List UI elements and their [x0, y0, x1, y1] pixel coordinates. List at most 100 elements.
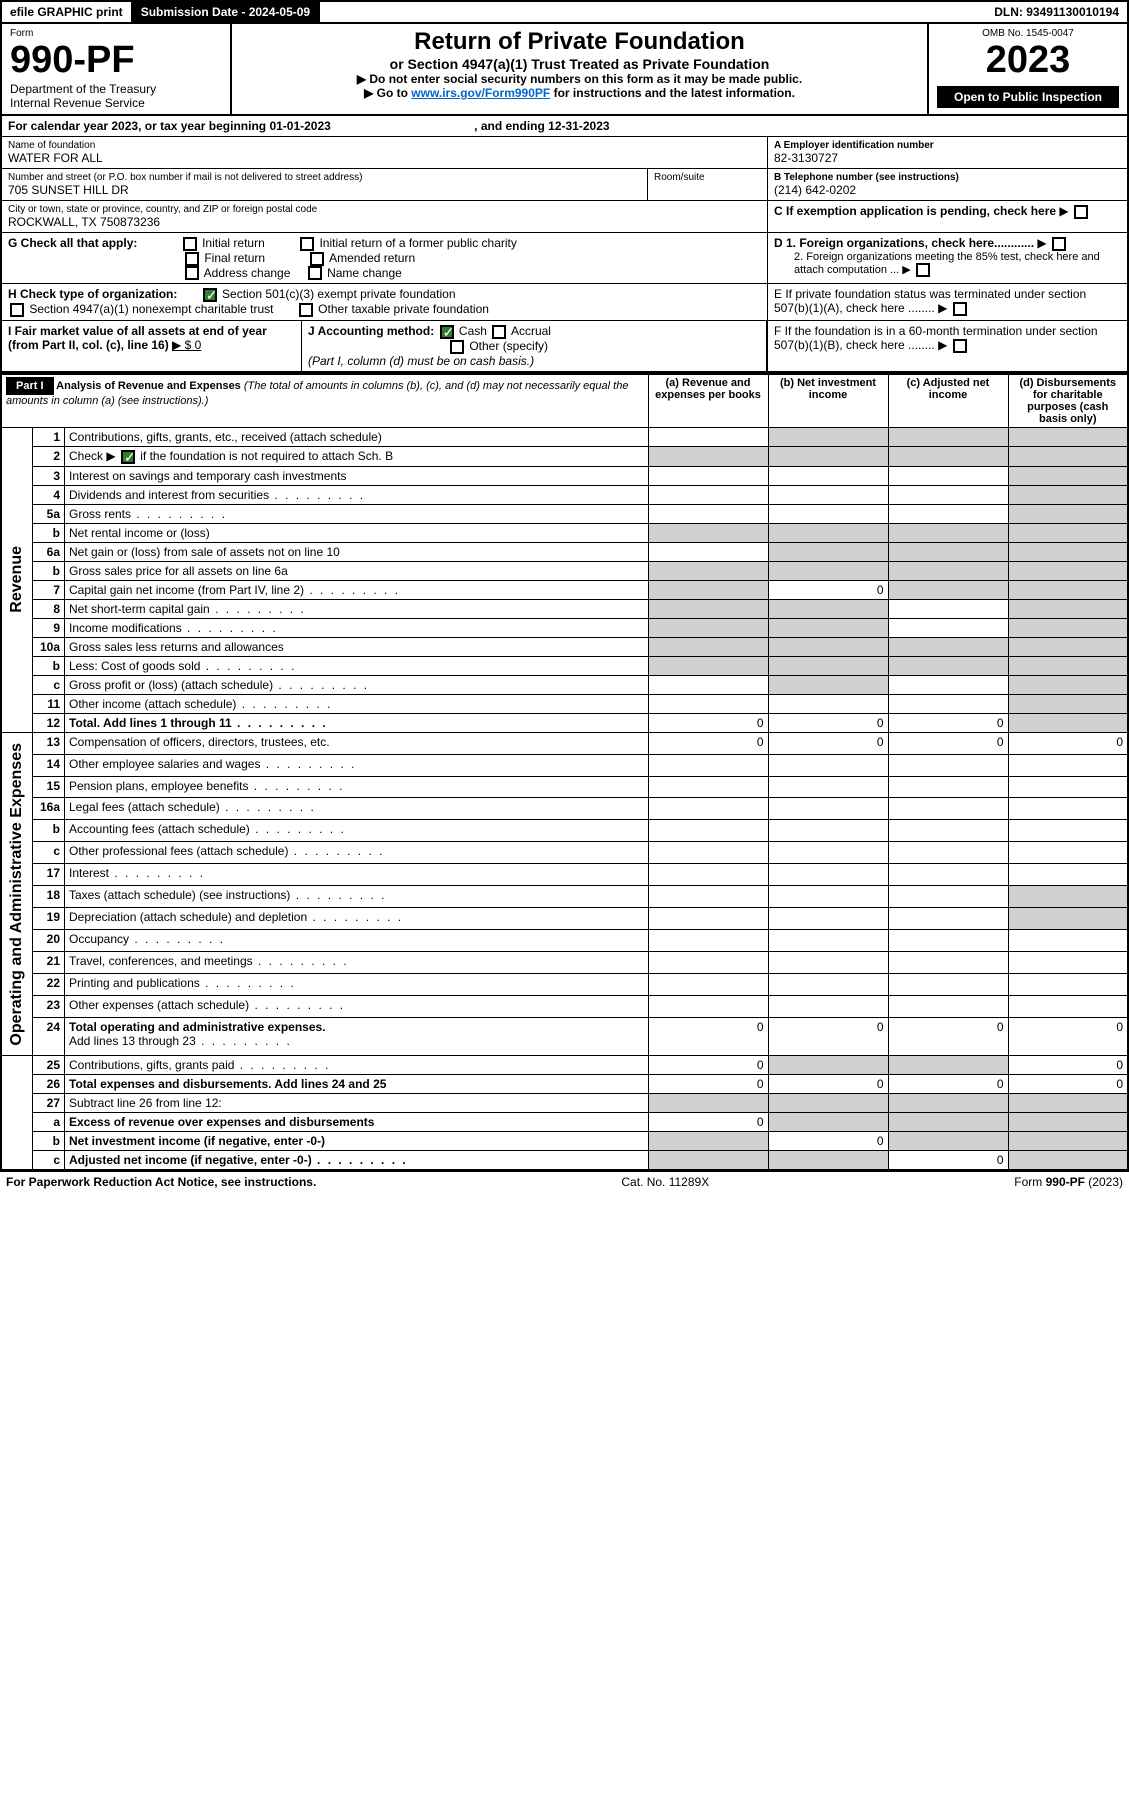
d1-checkbox[interactable] [1052, 237, 1066, 251]
g-initial-checkbox[interactable] [183, 237, 197, 251]
line-24-a: 0 [648, 1018, 768, 1056]
line-26: Total expenses and disbursements. Add li… [65, 1075, 649, 1094]
g-initial-label: Initial return [202, 236, 265, 250]
dept-treasury: Department of the Treasury [10, 82, 222, 96]
line-26-d: 0 [1008, 1075, 1128, 1094]
line-27b-b: 0 [768, 1132, 888, 1151]
i-fmv-value: ▶ $ 0 [172, 338, 201, 352]
part1-table: Part I Analysis of Revenue and Expenses … [0, 373, 1129, 1171]
h-501c3-label: Section 501(c)(3) exempt private foundat… [222, 287, 455, 301]
line-1: Contributions, gifts, grants, etc., rece… [65, 427, 649, 446]
room-suite-label: Room/suite [654, 172, 761, 183]
line-27a: Excess of revenue over expenses and disb… [65, 1113, 649, 1132]
line-9: Income modifications [65, 618, 649, 637]
h-label: H Check type of organization: [8, 287, 177, 301]
h-e-row: H Check type of organization: Section 50… [2, 284, 1127, 321]
line-5b: Net rental income or (loss) [65, 523, 649, 542]
f-checkbox[interactable] [953, 339, 967, 353]
ein-value: 82-3130727 [774, 151, 1121, 165]
g-address-checkbox[interactable] [185, 266, 199, 280]
line-16a: Legal fees (attach schedule) [65, 798, 649, 820]
d1-label: D 1. Foreign organizations, check here..… [774, 236, 1034, 250]
address-row: Number and street (or P.O. box number if… [2, 169, 1127, 201]
tax-year: 2023 [937, 39, 1119, 82]
line-13: Compensation of officers, directors, tru… [65, 732, 649, 754]
line-12-b: 0 [768, 713, 888, 732]
h-other-checkbox[interactable] [299, 303, 313, 317]
line-16b: Accounting fees (attach schedule) [65, 820, 649, 842]
cal-year-end: , and ending 12-31-2023 [474, 119, 609, 133]
j-other-checkbox[interactable] [450, 340, 464, 354]
part1-header: Part I [6, 377, 54, 395]
d2-checkbox[interactable] [916, 263, 930, 277]
h-501c3-checkbox[interactable] [203, 288, 217, 302]
g-initial-former-checkbox[interactable] [300, 237, 314, 251]
line-27c: Adjusted net income (if negative, enter … [65, 1151, 649, 1171]
g-name-checkbox[interactable] [308, 266, 322, 280]
name-ein-row: Name of foundation WATER FOR ALL A Emplo… [2, 137, 1127, 169]
form-subtitle: or Section 4947(a)(1) Trust Treated as P… [240, 56, 919, 72]
col-b-header: (b) Net investment income [768, 374, 888, 428]
line-2: Check ▶ if the foundation is not require… [65, 446, 649, 466]
top-bar: efile GRAPHIC print Submission Date - 20… [0, 0, 1129, 24]
line-21: Travel, conferences, and meetings [65, 952, 649, 974]
g-amended-label: Amended return [329, 251, 415, 265]
line-15: Pension plans, employee benefits [65, 776, 649, 798]
page-footer: For Paperwork Reduction Act Notice, see … [0, 1171, 1129, 1192]
i-j-f-row: I Fair market value of all assets at end… [2, 321, 1127, 373]
h-4947-label: Section 4947(a)(1) nonexempt charitable … [29, 302, 273, 316]
line-11: Other income (attach schedule) [65, 694, 649, 713]
line-25-d: 0 [1008, 1056, 1128, 1075]
line-13-b: 0 [768, 732, 888, 754]
line-8: Net short-term capital gain [65, 599, 649, 618]
line-27c-c: 0 [888, 1151, 1008, 1171]
c-pending-checkbox[interactable] [1074, 205, 1088, 219]
form-number: 990-PF [10, 39, 222, 82]
instr-goto-pre: ▶ Go to [364, 86, 411, 100]
schb-checkbox[interactable] [121, 450, 135, 464]
line-27: Subtract line 26 from line 12: [65, 1094, 649, 1113]
d2-label: 2. Foreign organizations meeting the 85%… [794, 251, 1100, 276]
line-12-c: 0 [888, 713, 1008, 732]
footer-mid: Cat. No. 11289X [621, 1175, 709, 1189]
e-checkbox[interactable] [953, 302, 967, 316]
line-18: Taxes (attach schedule) (see instruction… [65, 886, 649, 908]
line-26-b: 0 [768, 1075, 888, 1094]
line-19: Depreciation (attach schedule) and deple… [65, 908, 649, 930]
header-left: Form 990-PF Department of the Treasury I… [2, 24, 232, 114]
omb-number: OMB No. 1545-0047 [937, 28, 1119, 39]
line-6a: Net gain or (loss) from sale of assets n… [65, 542, 649, 561]
e-label: E If private foundation status was termi… [774, 287, 1086, 315]
footer-right: Form 990-PF (2023) [1014, 1175, 1123, 1189]
h-4947-checkbox[interactable] [10, 303, 24, 317]
foundation-name-label: Name of foundation [8, 140, 761, 151]
line-12-a: 0 [648, 713, 768, 732]
line-24-c: 0 [888, 1018, 1008, 1056]
line-16c: Other professional fees (attach schedule… [65, 842, 649, 864]
line-24-b: 0 [768, 1018, 888, 1056]
j-cash-checkbox[interactable] [440, 325, 454, 339]
line-10b: Less: Cost of goods sold [65, 656, 649, 675]
j-accrual-label: Accrual [511, 324, 551, 338]
j-cash-label: Cash [459, 324, 487, 338]
form-title: Return of Private Foundation [240, 28, 919, 56]
irs-link[interactable]: www.irs.gov/Form990PF [411, 86, 550, 100]
g-final-checkbox[interactable] [185, 252, 199, 266]
line-3: Interest on savings and temporary cash i… [65, 466, 649, 485]
line-17: Interest [65, 864, 649, 886]
j-accrual-checkbox[interactable] [492, 325, 506, 339]
entity-block: For calendar year 2023, or tax year begi… [0, 116, 1129, 373]
city-label: City or town, state or province, country… [8, 204, 761, 215]
j-label: J Accounting method: [308, 324, 434, 338]
j-note: (Part I, column (d) must be on cash basi… [308, 354, 534, 368]
revenue-section-label: Revenue [6, 538, 28, 621]
h-other-label: Other taxable private foundation [318, 302, 489, 316]
line-13-a: 0 [648, 732, 768, 754]
g-amended-checkbox[interactable] [310, 252, 324, 266]
efile-label: efile GRAPHIC print [2, 2, 133, 22]
c-pending-label: C If exemption application is pending, c… [774, 204, 1056, 218]
address-value: 705 SUNSET HILL DR [8, 183, 641, 197]
cal-year-begin: For calendar year 2023, or tax year begi… [8, 119, 331, 133]
line-23: Other expenses (attach schedule) [65, 996, 649, 1018]
line-7: Capital gain net income (from Part IV, l… [65, 580, 649, 599]
